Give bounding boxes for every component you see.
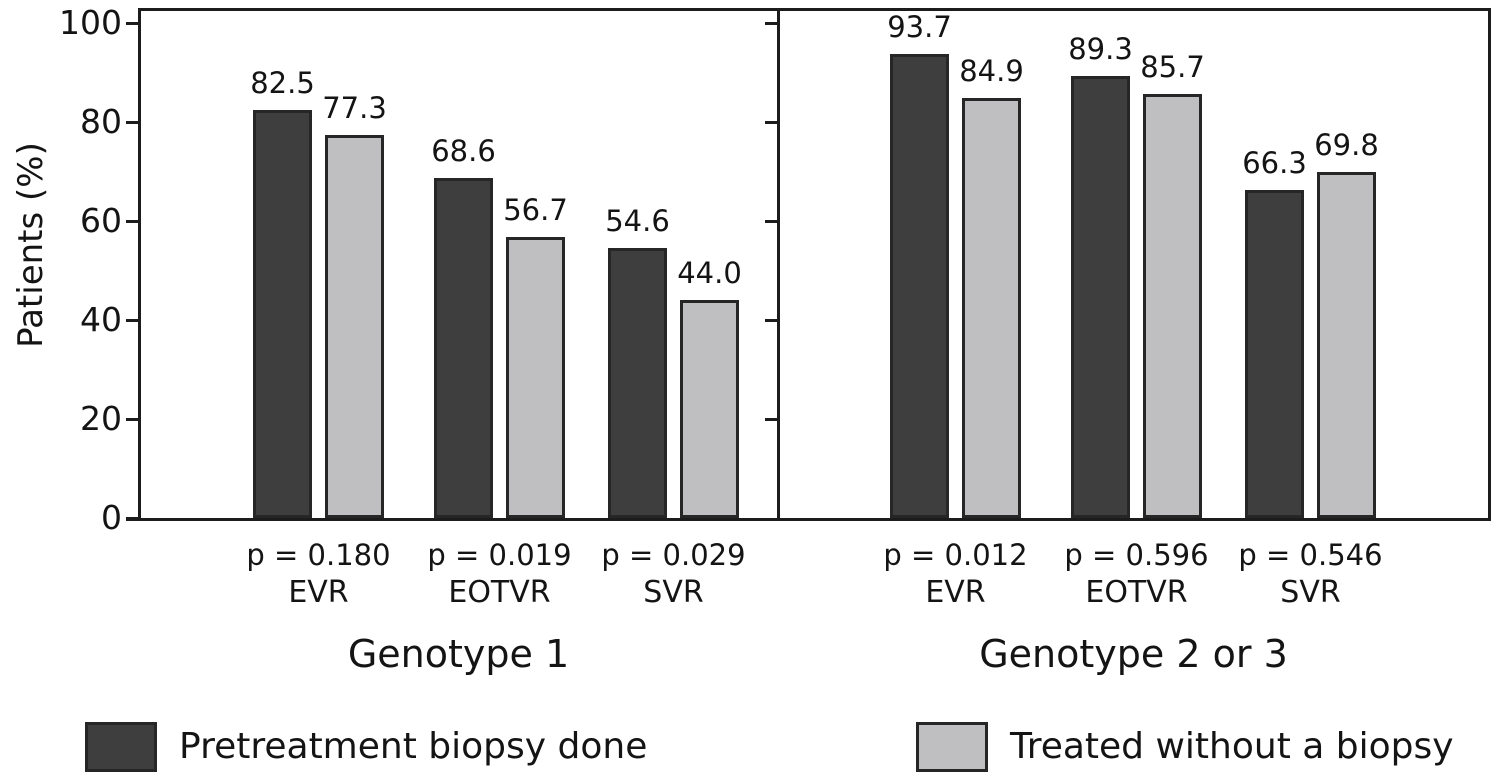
divider-tick xyxy=(765,417,777,421)
group-label: p = 0.012 EVR xyxy=(846,536,1066,612)
bar-value-label: 85.7 xyxy=(1140,49,1205,84)
legend-item-biopsy-done: Pretreatment biopsy done xyxy=(85,722,647,772)
bar-no-biopsy xyxy=(680,300,739,518)
plot-top-border xyxy=(138,8,1491,11)
y-axis-tick xyxy=(126,219,138,223)
divider-tick xyxy=(765,318,777,322)
y-axis-line xyxy=(138,8,141,521)
bar-no-biopsy xyxy=(325,135,384,518)
divider-tick xyxy=(765,120,777,124)
y-axis-tick-label: 20 xyxy=(80,399,122,438)
legend-label-no-biopsy: Treated without a biopsy xyxy=(1010,726,1454,767)
y-axis-tick-label: 100 xyxy=(59,3,122,42)
bar-value-label: 54.6 xyxy=(605,203,670,238)
p-value-label: p = 0.012 xyxy=(883,538,1028,572)
p-value-label: p = 0.019 xyxy=(427,538,572,572)
group-label: p = 0.546 SVR xyxy=(1201,536,1421,612)
divider-tick xyxy=(765,219,777,223)
y-axis-tick xyxy=(126,417,138,421)
p-value-label: p = 0.596 xyxy=(1064,538,1209,572)
x-axis-line xyxy=(126,518,1491,521)
category-label: EOTVR xyxy=(1085,575,1188,610)
bar-value-label: 89.3 xyxy=(1068,31,1133,66)
y-axis-tick-label: 0 xyxy=(101,498,122,537)
p-value-label: p = 0.546 xyxy=(1238,538,1383,572)
group-label: p = 0.596 EOTVR xyxy=(1027,536,1247,612)
bar-biopsy-done xyxy=(608,247,667,518)
bar-biopsy-done xyxy=(890,54,949,518)
y-axis-tick xyxy=(126,318,138,322)
bar-value-label: 82.5 xyxy=(250,65,315,100)
group-label: p = 0.029 SVR xyxy=(564,536,784,612)
bar-value-label: 93.7 xyxy=(887,10,952,45)
category-label: EVR xyxy=(925,575,986,610)
bar-no-biopsy xyxy=(962,97,1021,518)
bar-no-biopsy xyxy=(506,237,565,518)
y-axis-tick-label: 60 xyxy=(80,201,122,240)
bar-biopsy-done xyxy=(253,109,312,518)
panel-divider xyxy=(777,8,780,521)
legend-label-biopsy-done: Pretreatment biopsy done xyxy=(179,726,648,767)
p-value-label: p = 0.029 xyxy=(601,538,746,572)
bar-biopsy-done xyxy=(434,178,493,518)
bar-value-label: 44.0 xyxy=(677,256,742,291)
y-axis-tick xyxy=(126,21,138,25)
divider-tick xyxy=(765,21,777,25)
group-label: p = 0.019 EOTVR xyxy=(390,536,610,612)
bar-biopsy-done xyxy=(1245,189,1304,518)
plot-right-border xyxy=(1488,8,1491,521)
bar-value-label: 69.8 xyxy=(1314,128,1379,163)
bar-value-label: 68.6 xyxy=(431,134,496,169)
panel-label: Genotype 2 or 3 xyxy=(979,632,1288,676)
legend-swatch-light xyxy=(916,722,988,772)
y-axis-tick xyxy=(126,120,138,124)
bar-biopsy-done xyxy=(1071,75,1130,518)
group-label: p = 0.180 EVR xyxy=(209,536,429,612)
panel-label: Genotype 1 xyxy=(347,632,570,676)
category-label: SVR xyxy=(1280,575,1341,610)
legend-swatch-dark xyxy=(85,722,157,772)
bar-value-label: 66.3 xyxy=(1242,145,1307,180)
category-label: EVR xyxy=(288,575,349,610)
y-axis-tick-label: 80 xyxy=(80,102,122,141)
p-value-label: p = 0.180 xyxy=(246,538,391,572)
y-axis-tick-label: 40 xyxy=(80,300,122,339)
bar-no-biopsy xyxy=(1143,93,1202,518)
bar-value-label: 84.9 xyxy=(959,53,1024,88)
y-axis-title: Patients (%) xyxy=(11,142,51,348)
bar-value-label: 56.7 xyxy=(503,193,568,228)
bar-no-biopsy xyxy=(1317,172,1376,518)
category-label: EOTVR xyxy=(448,575,551,610)
y-axis-tick xyxy=(126,516,138,520)
bar-value-label: 77.3 xyxy=(322,91,387,126)
category-label: SVR xyxy=(643,575,704,610)
legend-item-no-biopsy: Treated without a biopsy xyxy=(916,722,1454,772)
